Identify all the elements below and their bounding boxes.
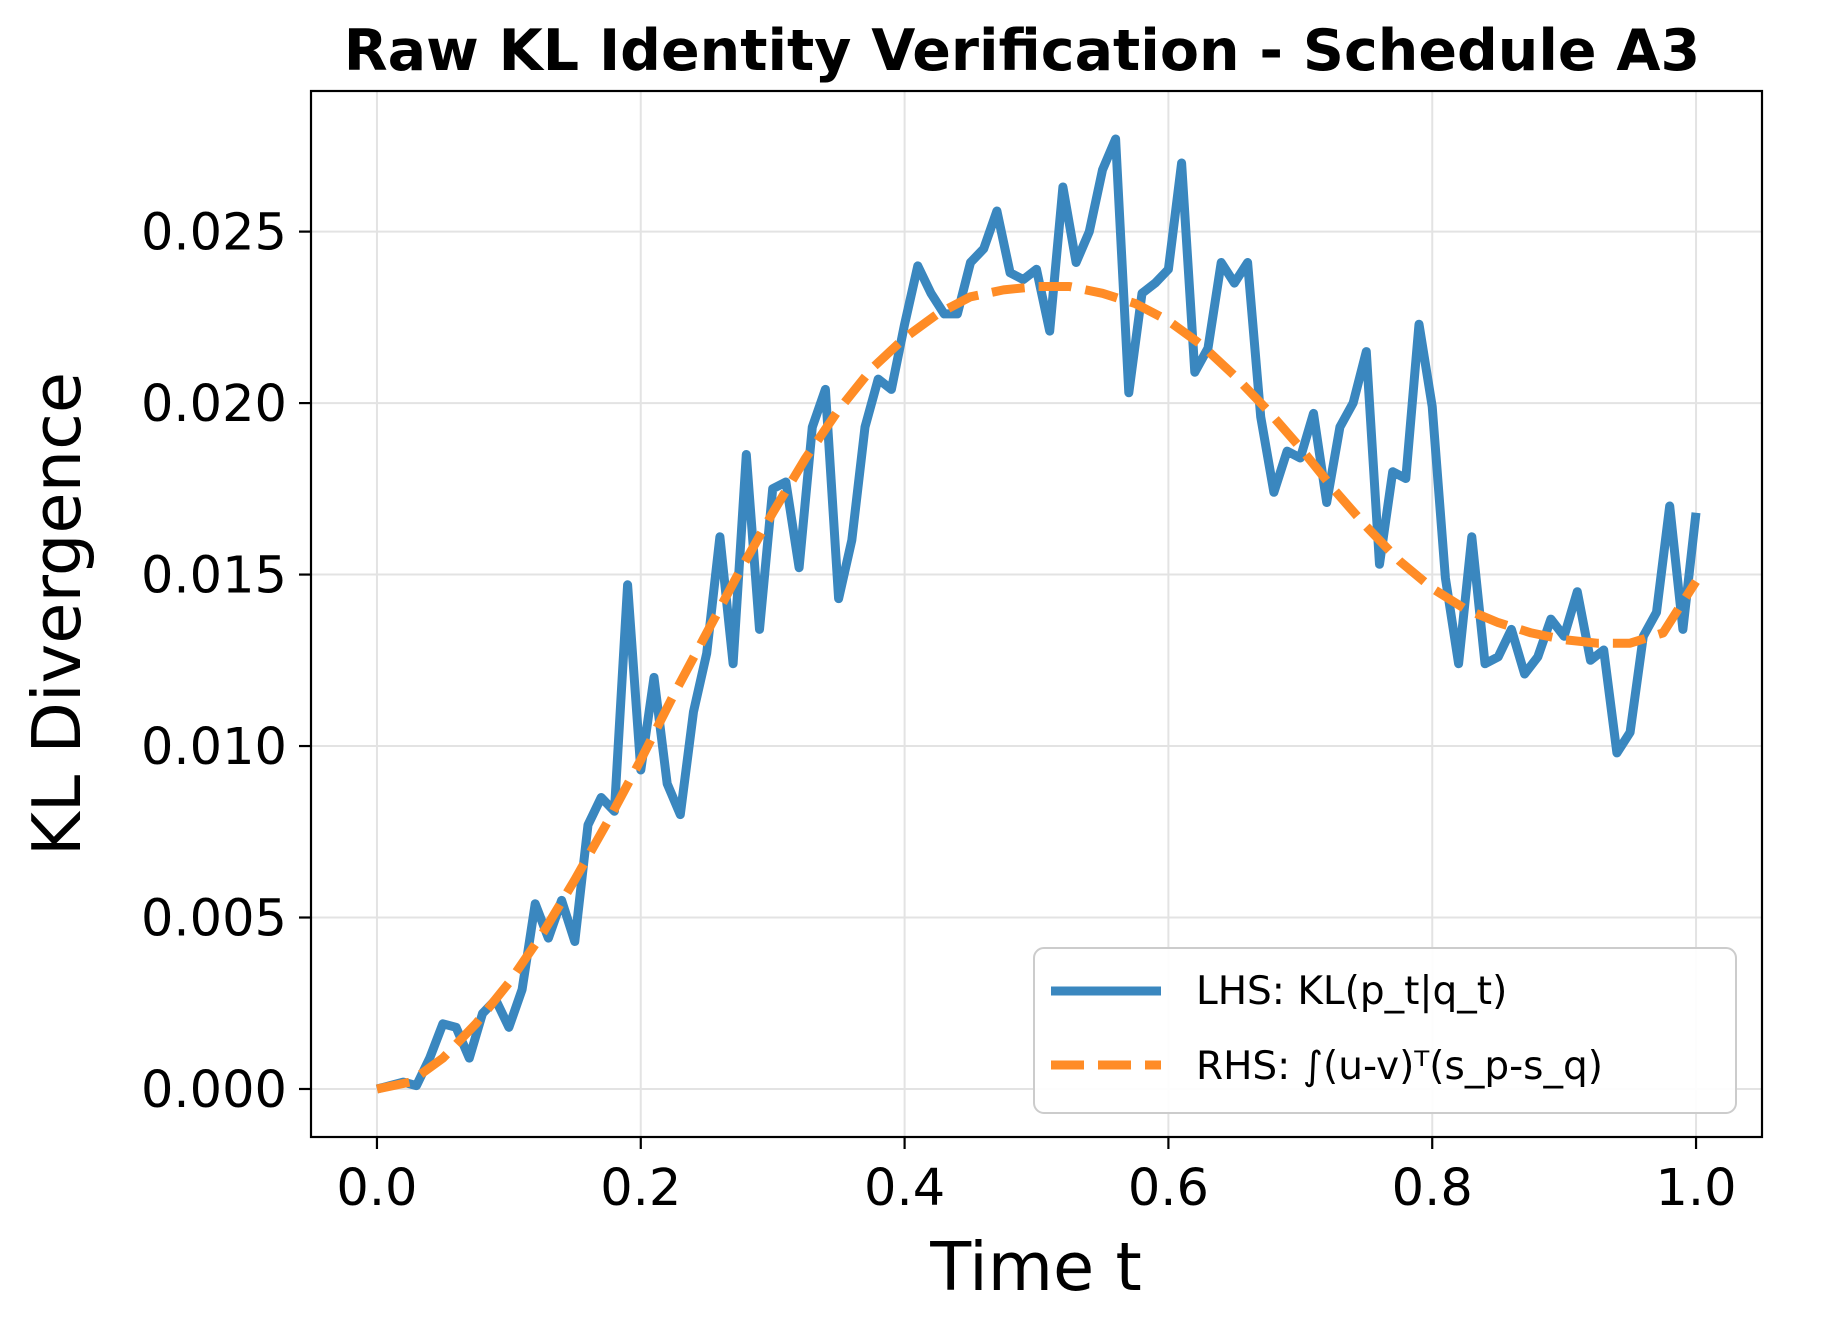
- series-layer: [375, 134, 1701, 1094]
- x-tick-label: 0.6: [1128, 1159, 1209, 1218]
- x-tick-label: 1.0: [1655, 1159, 1736, 1218]
- grid: [311, 91, 1762, 1137]
- chart-title: Raw KL Identity Verification - Schedule …: [344, 18, 1700, 84]
- series-line-lhs: [375, 134, 1701, 1094]
- x-axis-label: Time t: [929, 1228, 1142, 1306]
- legend: LHS: KL(p_t|q_t) RHS: ∫(u-v)ᵀ(s_p-s_q): [1033, 947, 1737, 1114]
- y-tick-label: 0.025: [141, 204, 287, 263]
- y-tick-label: 0.005: [141, 890, 287, 949]
- plot-frame: [309, 89, 1764, 1139]
- y-tick-label: 0.015: [141, 547, 287, 606]
- x-axis: 0.0 0.2 0.4 0.6 0.8 1.0: [336, 1137, 1737, 1218]
- y-tick-label: 0.010: [141, 718, 287, 777]
- y-tick-label: 0.020: [141, 375, 287, 434]
- x-tick-label: 0.4: [864, 1159, 945, 1218]
- series-line-rhs: [376, 282, 1700, 1094]
- legend-label-lhs: LHS: KL(p_t|q_t): [1196, 969, 1507, 1014]
- legend-box: [1033, 947, 1737, 1114]
- x-tick-label: 0.0: [336, 1159, 417, 1218]
- x-tick-label: 0.2: [600, 1159, 681, 1218]
- x-tick-label: 0.8: [1392, 1159, 1473, 1218]
- y-axis-label: KL Divergence: [18, 372, 96, 856]
- y-axis: 0.000 0.005 0.010 0.015 0.020 0.025: [141, 204, 311, 1120]
- y-tick-label: 0.000: [141, 1061, 287, 1120]
- legend-label-rhs: RHS: ∫(u-v)ᵀ(s_p-s_q): [1196, 1044, 1603, 1089]
